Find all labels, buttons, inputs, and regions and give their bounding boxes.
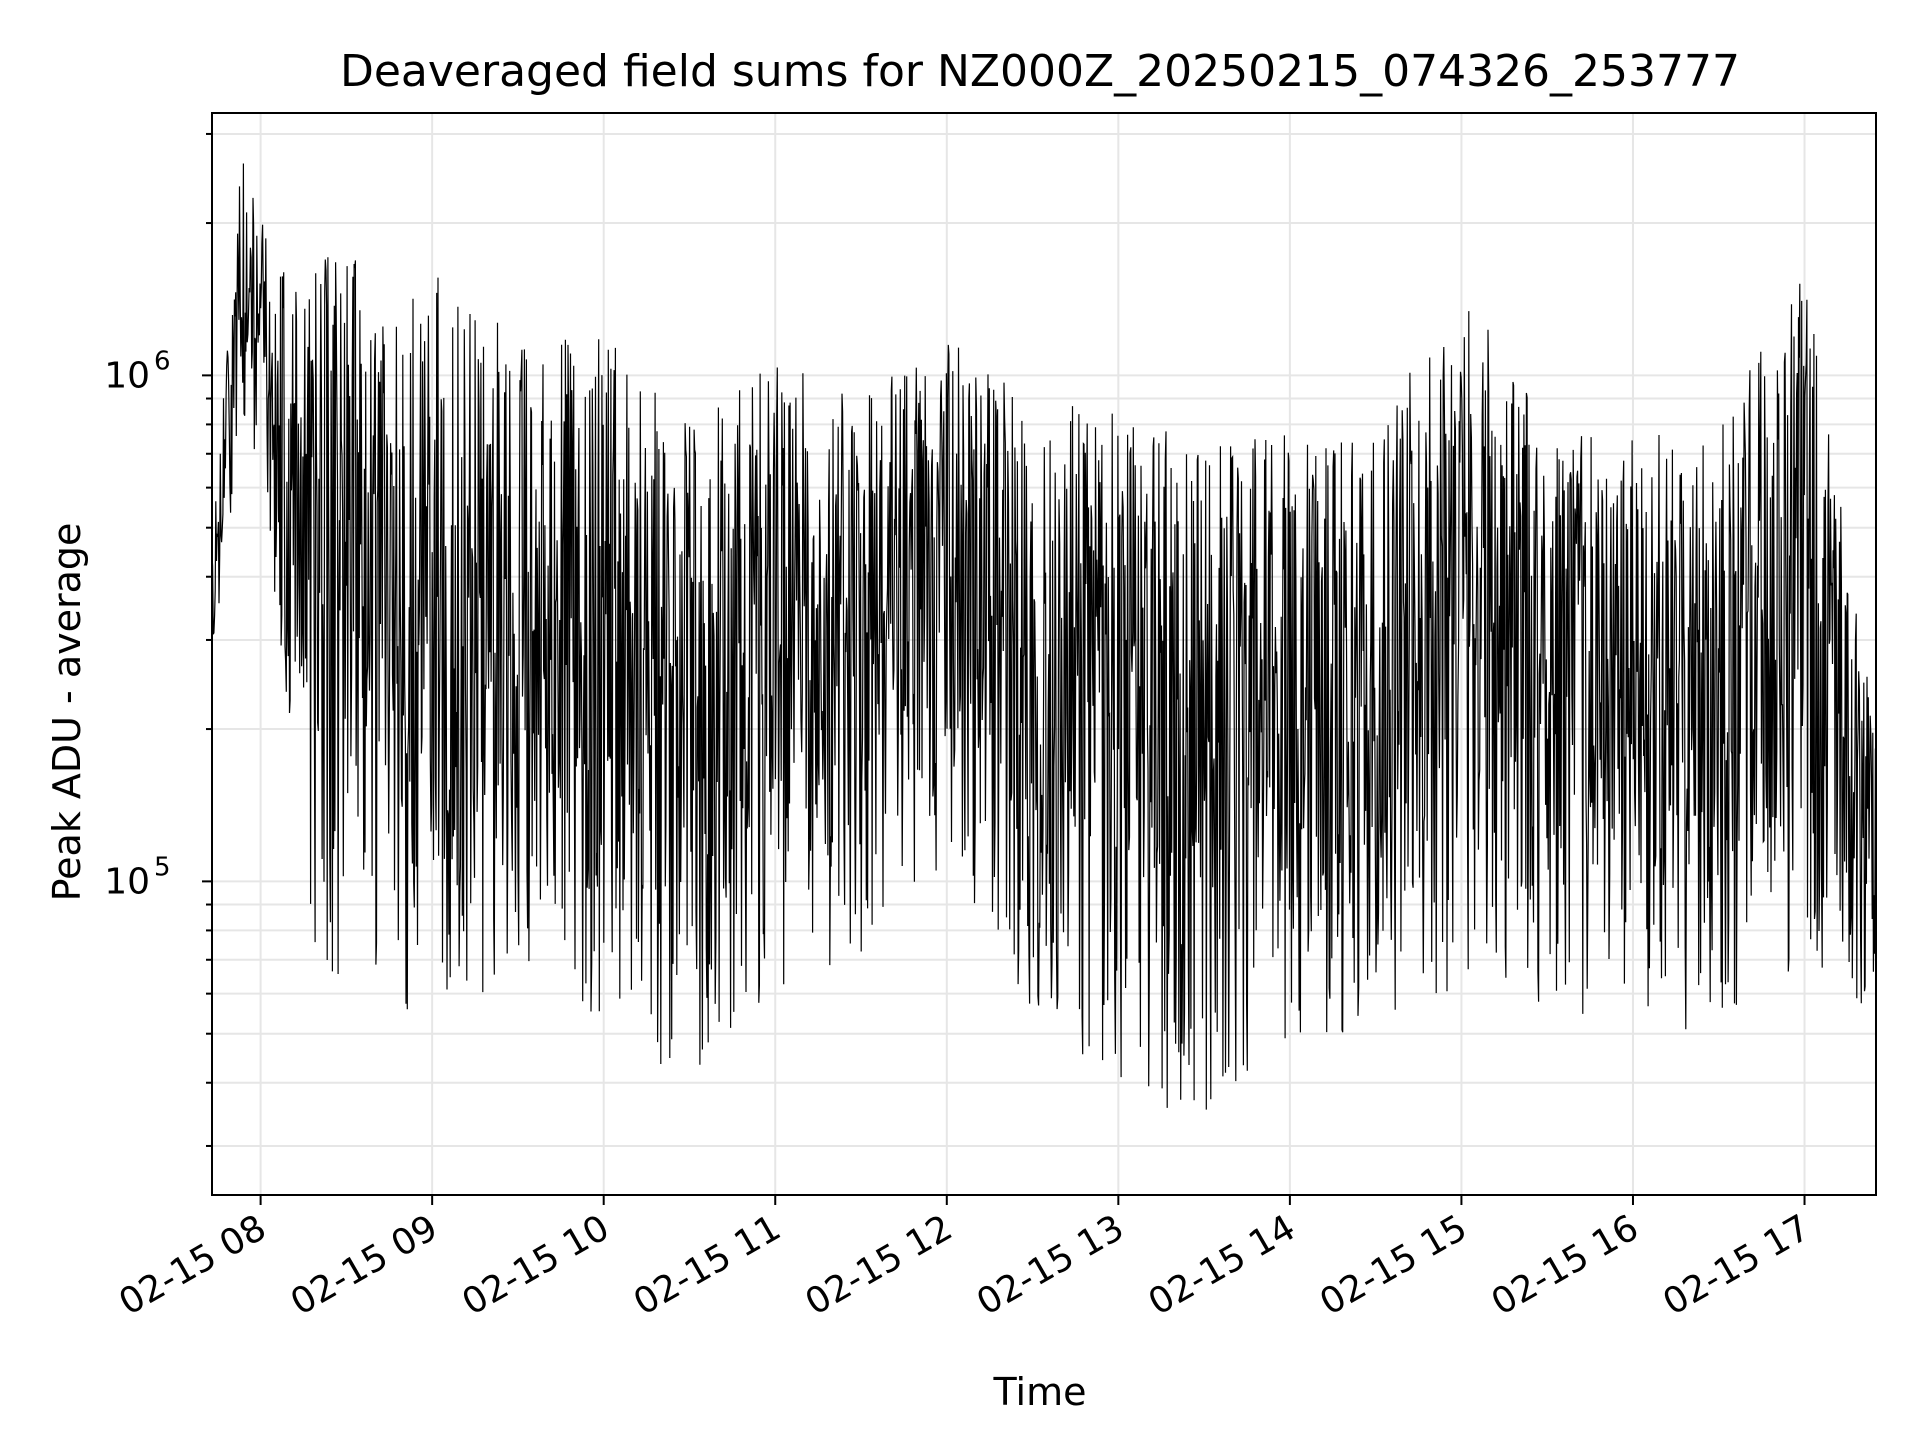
data-layer (211, 163, 1877, 1110)
y-tick-label: 10 (104, 355, 150, 396)
x-axis-label: Time (993, 1370, 1087, 1414)
y-tick-label-exponent: 5 (154, 852, 171, 882)
series-line (211, 163, 1877, 1110)
y-axis-label: Peak ADU - average (45, 523, 89, 902)
y-tick-label: 10 (104, 861, 150, 902)
chart-title: Deaveraged field sums for NZ000Z_2025021… (340, 46, 1740, 97)
y-tick-label-exponent: 6 (154, 346, 171, 376)
plot-frame (211, 112, 1877, 1196)
